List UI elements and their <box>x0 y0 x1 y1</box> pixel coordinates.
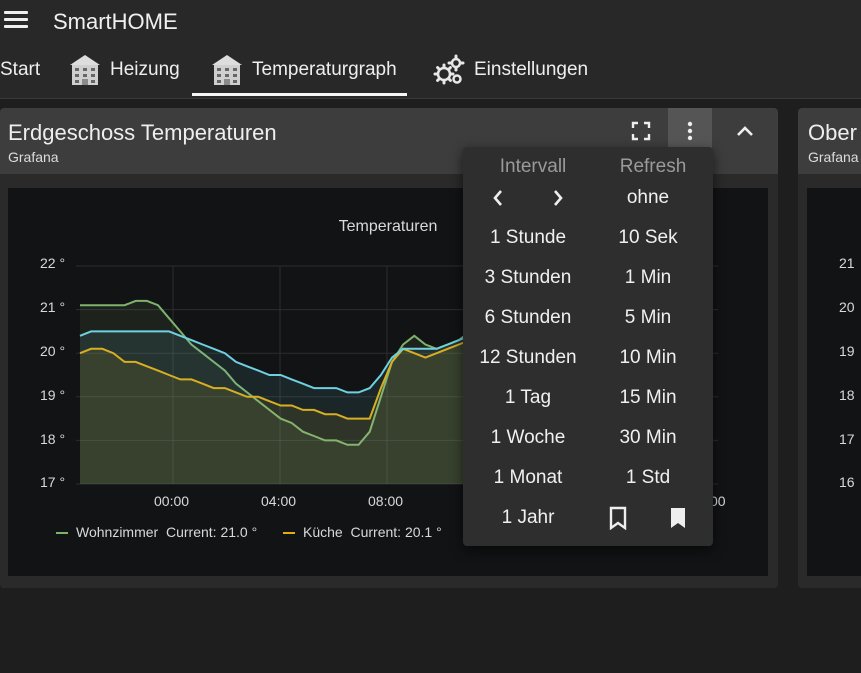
y-tick: 21 <box>839 255 855 271</box>
y-tick: 17 <box>839 431 855 447</box>
interval-option[interactable]: 1 Woche <box>490 427 566 448</box>
refresh-header: Refresh <box>619 156 687 177</box>
app-title: SmartHOME <box>53 9 178 34</box>
series-area <box>80 331 470 484</box>
y-tick: 18 <box>839 387 855 403</box>
legend-current: Current: 21.0 ° <box>165 524 258 540</box>
bookmark-filled-icon <box>671 508 685 528</box>
card-title: Erdgeschoss Temperaturen <box>8 120 277 145</box>
interval-option[interactable]: 1 Jahr <box>501 507 555 528</box>
interval-option[interactable]: 3 Stunden <box>484 267 572 288</box>
card-header: Erdgeschoss Temperaturen Grafana <box>0 108 778 174</box>
legend-swatch <box>283 532 295 535</box>
tab-label: Einstellungen <box>474 59 589 80</box>
refresh-option[interactable]: 10 Sek <box>618 227 678 248</box>
interval-next-button[interactable] <box>538 178 578 218</box>
refresh-option[interactable]: ohne <box>626 187 670 208</box>
legend-current: Current: 20.1 ° <box>350 524 442 540</box>
menu-icon[interactable] <box>4 11 28 31</box>
refresh-option[interactable]: 30 Min <box>619 427 677 448</box>
tab-einstellungen[interactable]: Einstellungen <box>432 44 588 96</box>
building-icon <box>70 55 100 85</box>
interval-option[interactable]: 1 Tag <box>504 387 552 408</box>
y-tick: 19 <box>839 343 855 359</box>
card-obergeschoss: Ober Grafana 21 20 19 18 17 16 <box>798 108 861 588</box>
chart-series <box>79 299 471 484</box>
y-tick: 20 ° <box>40 343 66 359</box>
tab-label: Start <box>0 59 41 80</box>
tab-temperaturgraph[interactable]: Temperaturgraph <box>192 44 407 96</box>
chevron-right-icon <box>554 190 563 206</box>
tab-label: Heizung <box>110 59 180 80</box>
refresh-option[interactable]: 10 Min <box>619 347 677 368</box>
series-area <box>80 340 470 484</box>
y-tick: 21 ° <box>40 299 66 315</box>
bookmark-outline-button[interactable] <box>598 498 638 538</box>
grafana-chart-panel: 21 20 19 18 17 16 <box>807 188 861 576</box>
tab-bar: Start Heizung Temperaturgraph <box>0 44 861 99</box>
legend-item-wohnzimmer[interactable]: Wohnzimmer Current: 21.0 ° <box>56 524 257 540</box>
app-bar: SmartHOME <box>0 0 861 44</box>
y-tick: 18 ° <box>40 431 66 447</box>
bookmark-filled-button[interactable] <box>658 498 698 538</box>
interval-header: Intervall <box>499 156 567 177</box>
collapse-button[interactable] <box>723 108 767 154</box>
series-area <box>80 300 470 484</box>
card-subtitle: Grafana <box>808 149 859 165</box>
x-tick: 08:00 <box>368 493 404 509</box>
bookmark-outline-icon <box>609 506 627 530</box>
x-tick: 04:00 <box>261 493 297 509</box>
series-line <box>79 330 471 394</box>
more-vert-icon <box>687 121 693 141</box>
y-tick: 17 ° <box>40 474 66 490</box>
refresh-option[interactable]: 15 Min <box>619 387 677 408</box>
tab-label: Temperaturgraph <box>252 59 397 80</box>
x-tick: 00:00 <box>154 493 190 509</box>
interval-option[interactable]: 6 Stunden <box>484 307 572 328</box>
refresh-option[interactable]: 5 Min <box>624 307 672 328</box>
legend-name: Wohnzimmer <box>76 524 159 540</box>
tab-heizung[interactable]: Heizung <box>68 44 180 96</box>
y-tick: 16 <box>839 474 855 490</box>
legend-swatch <box>56 532 68 535</box>
legend-name: Küche <box>303 524 343 540</box>
interval-prev-button[interactable] <box>478 178 518 218</box>
interval-refresh-menu: Intervall Refresh ohne 1 Stunde 3 Stunde… <box>463 147 713 546</box>
interval-option[interactable]: 1 Stunde <box>489 227 567 248</box>
interval-option[interactable]: 12 Stunden <box>479 347 577 368</box>
card-header: Ober Grafana <box>798 108 861 174</box>
legend-item-kueche[interactable]: Küche Current: 20.1 ° <box>283 524 442 540</box>
tab-start[interactable]: Start <box>0 44 40 96</box>
gears-icon <box>433 54 465 85</box>
chevron-left-icon <box>493 190 502 206</box>
more-button[interactable] <box>668 108 712 154</box>
chart-title: Temperaturen <box>338 218 438 235</box>
interval-option[interactable]: 1 Monat <box>493 467 563 488</box>
y-tick: 19 ° <box>40 387 66 403</box>
series-line <box>80 299 471 446</box>
building-icon <box>212 55 242 85</box>
fullscreen-button[interactable] <box>619 108 663 154</box>
fullscreen-icon <box>631 121 651 141</box>
refresh-option[interactable]: 1 Min <box>624 267 672 288</box>
x-tick: 00 <box>710 493 726 509</box>
refresh-option[interactable]: 1 Std <box>625 467 671 488</box>
y-tick: 20 <box>839 299 855 315</box>
card-subtitle: Grafana <box>8 149 59 165</box>
y-tick: 22 ° <box>40 255 66 271</box>
chevron-up-icon <box>737 126 753 136</box>
card-title: Ober <box>808 120 857 145</box>
